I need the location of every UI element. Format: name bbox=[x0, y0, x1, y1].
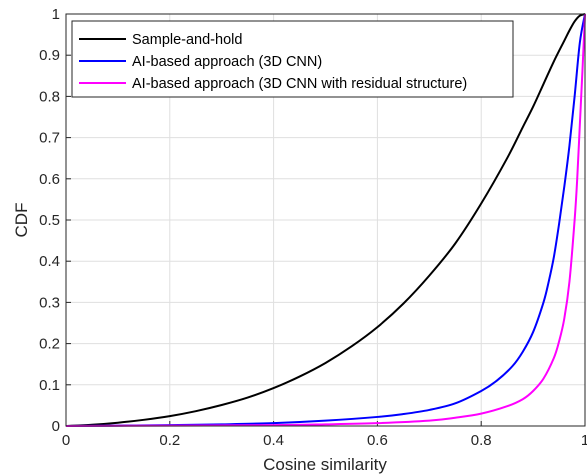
legend-label-1: Sample-and-hold bbox=[132, 32, 242, 48]
y-tick-label: 0.6 bbox=[39, 171, 60, 188]
x-axis-label: Cosine similarity bbox=[263, 455, 387, 474]
y-tick-label: 0.5 bbox=[39, 212, 60, 229]
x-tick-label: 0.8 bbox=[471, 432, 492, 449]
y-tick-label: 0 bbox=[52, 418, 60, 435]
y-tick-labels: 0 0.1 0.2 0.3 0.4 0.5 0.6 0.7 0.8 0.9 1 bbox=[39, 6, 60, 435]
legend-box bbox=[71, 20, 514, 98]
x-tick-label: 1 bbox=[581, 432, 587, 449]
x-tick-label: 0.2 bbox=[159, 432, 180, 449]
legend: Sample-and-hold AI-based approach (3D CNN… bbox=[71, 20, 514, 98]
y-tick-label: 0.2 bbox=[39, 336, 60, 353]
x-tick-label: 0.4 bbox=[263, 432, 284, 449]
legend-label-3: AI-based approach (3D CNN with residual … bbox=[132, 76, 467, 92]
y-tick-label: 0.1 bbox=[39, 377, 60, 394]
series-line-1 bbox=[65, 13, 586, 427]
y-tick-label: 0.9 bbox=[39, 47, 60, 64]
y-tick-label: 0.4 bbox=[39, 253, 60, 270]
series-line-2 bbox=[65, 13, 586, 427]
y-axis-label: CDF bbox=[12, 203, 31, 238]
legend-label-2: AI-based approach (3D CNN) bbox=[132, 54, 322, 70]
y-tick-label: 0.8 bbox=[39, 88, 60, 105]
y-tick-label: 0.3 bbox=[39, 294, 60, 311]
x-tick-labels: 0 0.2 0.4 0.6 0.8 1 bbox=[62, 432, 587, 449]
series-line-3 bbox=[65, 13, 586, 427]
series-lines bbox=[65, 13, 586, 427]
y-tick-label: 1 bbox=[52, 6, 60, 23]
x-tick-label: 0.6 bbox=[367, 432, 388, 449]
y-tick-label: 0.7 bbox=[39, 130, 60, 147]
plot-frame bbox=[65, 13, 586, 427]
x-tick-label: 0 bbox=[62, 432, 70, 449]
